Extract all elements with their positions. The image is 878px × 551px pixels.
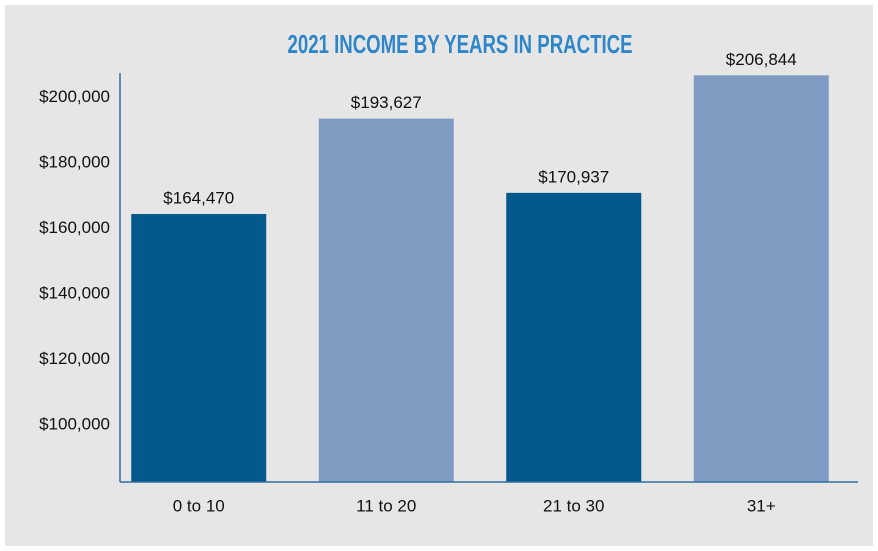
data-label: $164,470 bbox=[163, 189, 234, 208]
x-tick-label: 0 to 10 bbox=[173, 496, 225, 515]
bar bbox=[506, 192, 642, 483]
data-label: $193,627 bbox=[351, 93, 422, 112]
x-tick-label: 11 to 20 bbox=[356, 496, 416, 515]
y-tick-label: $120,000 bbox=[39, 349, 110, 368]
y-tick-label: $200,000 bbox=[39, 87, 110, 106]
x-tick-label: 21 to 30 bbox=[543, 496, 604, 515]
chart-title: 2021 INCOME BY YEARS IN PRACTICE bbox=[288, 29, 633, 59]
bar bbox=[131, 214, 267, 482]
bar bbox=[318, 118, 454, 483]
x-tick-label: 31+ bbox=[747, 496, 776, 515]
y-tick-label: $180,000 bbox=[39, 153, 110, 172]
data-label: $206,844 bbox=[726, 50, 797, 69]
bar bbox=[693, 75, 829, 482]
y-tick-label: $100,000 bbox=[39, 415, 110, 434]
y-tick-label: $160,000 bbox=[39, 218, 110, 237]
y-tick-label: $140,000 bbox=[39, 284, 110, 303]
data-label: $170,937 bbox=[538, 167, 609, 186]
